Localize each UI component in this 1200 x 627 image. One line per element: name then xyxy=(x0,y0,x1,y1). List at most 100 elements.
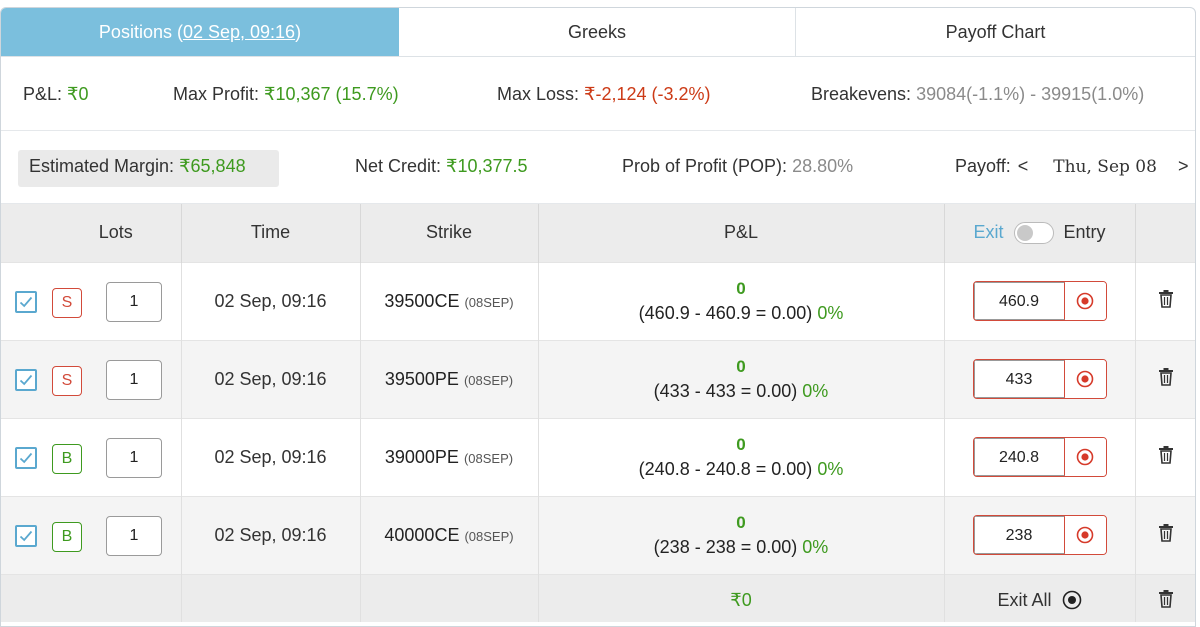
strike-cell: 39500PE (08SEP) xyxy=(360,339,539,418)
row-checkbox[interactable] xyxy=(15,524,37,547)
strike-value: 39000PE xyxy=(384,446,459,467)
strike-cell: 39500CE (08SEP) xyxy=(360,261,539,340)
pnl-calc: (238 - 238 = 0.00) 0% xyxy=(653,536,829,557)
table-footer: ₹0 Exit All xyxy=(1,573,1195,622)
delete-cell xyxy=(1135,495,1195,574)
pnl-percent: 0% xyxy=(802,536,829,557)
row-pnl: 0 xyxy=(736,434,746,454)
time-cell: 02 Sep, 09:16 xyxy=(181,261,361,340)
positions-panel: Positions (02 Sep, 09:16) Greeks Payoff … xyxy=(0,7,1196,627)
expiry: (08SEP) xyxy=(463,450,514,466)
trash-icon[interactable] xyxy=(1158,523,1174,542)
summary-row-pnl: P&L: ₹0 Max Profit: ₹10,367 (15.7%) Max … xyxy=(1,57,1195,131)
entry-group: 240.8 xyxy=(972,437,1107,477)
table-row: S 1 02 Sep, 09:16 39500CE (08SEP) 0 (460… xyxy=(1,261,1195,340)
pnl-cell: 0 (460.9 - 460.9 = 0.00) 0% xyxy=(538,261,945,340)
summary-row-margin: Estimated Margin: ₹65,848 Net Credit: ₹1… xyxy=(1,131,1195,204)
trash-icon[interactable] xyxy=(1158,289,1174,308)
checkbox-checked-icon xyxy=(19,296,33,307)
table-header: Lots Time Strike P&L Exit Entry xyxy=(1,204,1195,262)
entry-cell: 460.9 xyxy=(944,261,1136,340)
entry-price-input[interactable]: 433 xyxy=(973,360,1065,398)
pnl-percent: 0% xyxy=(817,302,844,323)
side-badge[interactable]: S xyxy=(52,365,82,396)
record-button[interactable] xyxy=(1064,516,1106,554)
exit-label: Exit xyxy=(973,221,1004,242)
checkbox-checked-icon xyxy=(19,530,33,541)
radio-dot-icon xyxy=(1062,590,1081,610)
checkbox-checked-icon xyxy=(19,374,33,385)
trash-icon[interactable] xyxy=(1158,445,1174,464)
time-cell: 02 Sep, 09:16 xyxy=(181,495,361,574)
pnl-cell: 0 (238 - 238 = 0.00) 0% xyxy=(538,495,945,574)
side-badge[interactable]: B xyxy=(52,443,82,474)
exit-all-button[interactable]: Exit All xyxy=(997,590,1081,611)
max-profit-value: ₹10,367 (15.7%) xyxy=(264,84,399,104)
pnl-percent: 0% xyxy=(817,458,844,479)
max-profit-label: Max Profit: xyxy=(173,84,260,104)
strike-value: 39500CE xyxy=(384,290,460,311)
payoff-label: Payoff: xyxy=(955,156,1011,176)
lots-input[interactable]: 1 xyxy=(106,437,162,478)
payoff-date: Thu, Sep 08 xyxy=(1053,157,1157,177)
row-checkbox[interactable] xyxy=(15,290,37,313)
positions-table: Lots Time Strike P&L Exit Entry S 1 02 Se… xyxy=(1,204,1195,622)
entry-price-input[interactable]: 238 xyxy=(973,516,1065,554)
payoff-next-button[interactable]: > xyxy=(1177,156,1189,176)
tab-positions-time[interactable]: 02 Sep, 09:16 xyxy=(182,21,296,42)
lots-input[interactable]: 1 xyxy=(106,281,162,322)
tab-bar: Positions (02 Sep, 09:16) Greeks Payoff … xyxy=(1,8,1195,57)
strike-value: 39500PE xyxy=(384,368,459,389)
side-badge[interactable]: B xyxy=(52,521,82,552)
entry-price-input[interactable]: 460.9 xyxy=(973,282,1065,320)
record-button[interactable] xyxy=(1064,438,1106,476)
time-cell: 02 Sep, 09:16 xyxy=(181,339,361,418)
record-icon xyxy=(1076,526,1094,544)
row-checkbox[interactable] xyxy=(15,446,37,469)
record-button[interactable] xyxy=(1064,282,1106,320)
record-icon xyxy=(1076,292,1094,310)
entry-cell: 240.8 xyxy=(944,417,1136,496)
net-credit-label: Net Credit: xyxy=(355,156,442,176)
pop-label: Prob of Profit (POP): xyxy=(622,156,788,176)
pnl-value: ₹0 xyxy=(67,84,89,104)
table-row: B 1 02 Sep, 09:16 39000PE (08SEP) 0 (240… xyxy=(1,417,1195,496)
table-row: B 1 02 Sep, 09:16 40000CE (08SEP) 0 (238… xyxy=(1,495,1195,574)
total-pnl: ₹0 xyxy=(730,589,752,610)
lots-input[interactable]: 1 xyxy=(106,515,162,556)
tab-greeks[interactable]: Greeks xyxy=(399,8,796,56)
max-loss-value: ₹-2,124 (-3.2%) xyxy=(584,84,711,104)
checkbox-checked-icon xyxy=(19,452,33,463)
expiry: (08SEP) xyxy=(464,294,514,310)
breakevens-label: Breakevens: xyxy=(811,84,912,104)
strike-value: 40000CE xyxy=(384,524,460,545)
row-pnl: 0 xyxy=(736,278,746,298)
exit-entry-toggle[interactable] xyxy=(1013,221,1054,244)
pnl-cell: 0 (240.8 - 240.8 = 0.00) 0% xyxy=(538,417,945,496)
lots-input[interactable]: 1 xyxy=(106,359,162,400)
margin-highlight xyxy=(18,150,279,187)
pnl-label: P&L: xyxy=(23,84,63,104)
entry-cell: 433 xyxy=(944,339,1136,418)
margin-value: ₹65,848 xyxy=(179,156,246,176)
breakevens: Breakevens: 39084(-1.1%) - 39915(1.0%) xyxy=(811,84,1144,105)
pnl-summary: P&L: ₹0 xyxy=(23,84,89,105)
tab-positions-label: Positions xyxy=(98,21,172,42)
tab-payoff-chart[interactable]: Payoff Chart xyxy=(945,21,1046,42)
prob-of-profit: Prob of Profit (POP): 28.80% xyxy=(622,156,853,177)
strike-cell: 39000PE (08SEP) xyxy=(360,417,539,496)
pnl-cell: 0 (433 - 433 = 0.00) 0% xyxy=(538,339,945,418)
header-lots: Lots xyxy=(1,204,182,262)
side-badge[interactable]: S xyxy=(52,287,82,318)
entry-cell: 238 xyxy=(944,495,1136,574)
row-checkbox[interactable] xyxy=(15,368,37,391)
time-cell: 02 Sep, 09:16 xyxy=(181,417,361,496)
trash-icon[interactable] xyxy=(1158,367,1174,386)
tab-positions[interactable]: Positions (02 Sep, 09:16) xyxy=(1,8,399,56)
payoff-prev-button[interactable]: < xyxy=(1017,156,1029,176)
trash-icon[interactable] xyxy=(1158,589,1174,608)
entry-price-input[interactable]: 240.8 xyxy=(973,438,1065,476)
record-button[interactable] xyxy=(1064,360,1106,398)
strike-cell: 40000CE (08SEP) xyxy=(360,495,539,574)
header-delete xyxy=(1135,204,1195,262)
